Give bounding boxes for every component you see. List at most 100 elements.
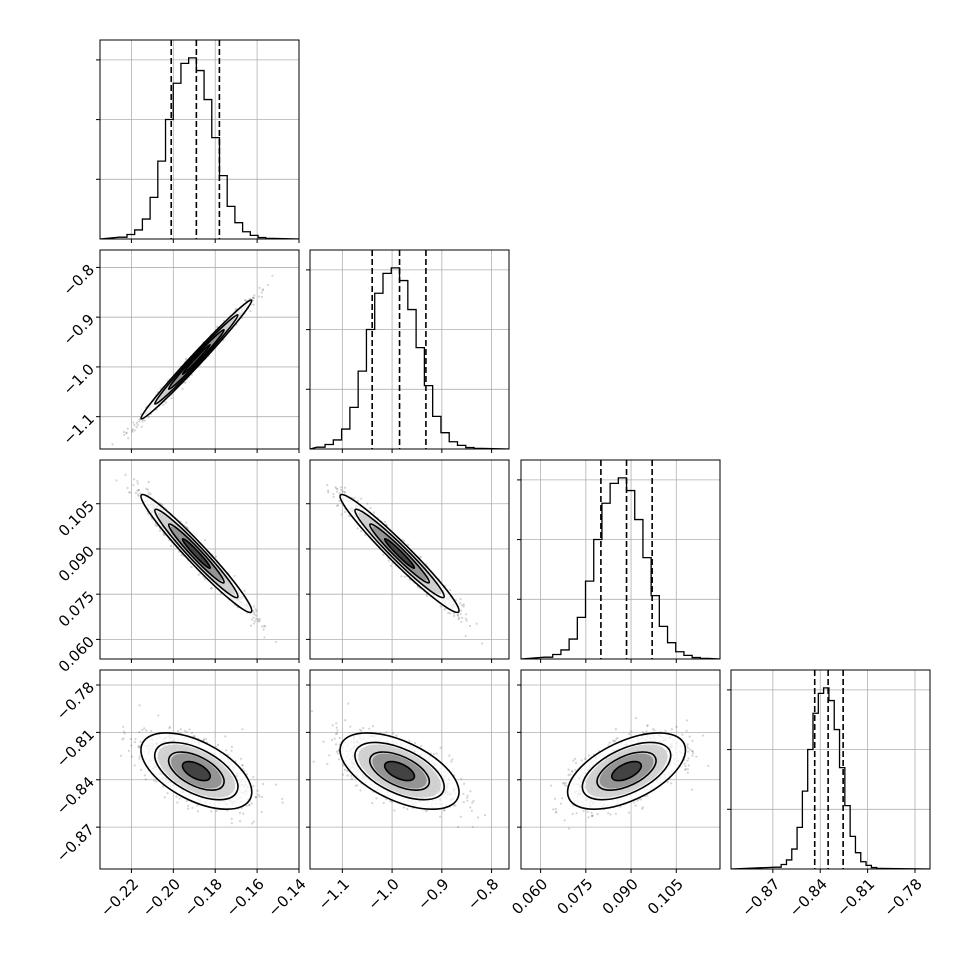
scatter-point xyxy=(210,587,213,590)
scatter-point xyxy=(252,303,255,306)
contour-0 xyxy=(181,537,212,570)
contour-3 xyxy=(140,299,253,420)
scatter-point xyxy=(461,616,464,619)
scatter-point xyxy=(257,620,260,623)
scatter-point xyxy=(188,728,191,731)
scatter-point xyxy=(258,286,261,289)
panel-frame xyxy=(309,459,510,660)
scatter-point xyxy=(243,589,246,592)
scatter-point xyxy=(126,427,129,430)
scatter-point xyxy=(448,589,452,592)
contour-2 xyxy=(154,508,239,599)
scatter-point xyxy=(136,480,139,483)
scatter-point xyxy=(149,492,152,496)
scatter-point xyxy=(238,820,242,823)
scatter-point xyxy=(190,731,194,735)
scatter-point xyxy=(123,732,126,735)
scatter-point xyxy=(239,757,243,760)
scatter-point xyxy=(462,605,465,608)
density-fill-core xyxy=(183,345,210,374)
scatter-point xyxy=(460,620,463,624)
scatter-point xyxy=(400,575,403,578)
scatter-point xyxy=(135,421,138,425)
scatter-point xyxy=(243,299,247,302)
scatter-point xyxy=(244,299,247,302)
scatter-point xyxy=(255,614,258,617)
scatter-point xyxy=(146,488,149,491)
scatter-point xyxy=(143,419,146,422)
scatter-point xyxy=(210,587,213,590)
scatter-point xyxy=(115,479,118,482)
scatter-point xyxy=(137,489,140,492)
scatter-point xyxy=(203,578,206,581)
scatter-point xyxy=(233,574,236,578)
scatter-point xyxy=(224,735,227,738)
scatter-point xyxy=(249,624,253,627)
scatter-point xyxy=(159,387,162,390)
scatter-point xyxy=(133,424,136,427)
scatter-point xyxy=(251,296,254,299)
scatter-point xyxy=(383,520,387,524)
scatter-point xyxy=(135,426,138,429)
scatter-point xyxy=(134,737,137,741)
scatter-point xyxy=(369,506,372,510)
scatter-point xyxy=(131,428,134,431)
scatter-point xyxy=(459,602,462,605)
scatter-point xyxy=(332,495,335,498)
scatter-point xyxy=(161,503,164,507)
scatter-point xyxy=(145,729,148,732)
scatter-point xyxy=(247,803,251,806)
scatter-point xyxy=(464,613,468,616)
scatter-point xyxy=(475,622,478,625)
scatter-point xyxy=(258,620,261,623)
scatter-point xyxy=(202,738,206,741)
scatter-point xyxy=(460,609,463,612)
scatter-point xyxy=(336,504,340,507)
scatter-point xyxy=(134,491,137,495)
scatter-point xyxy=(464,634,467,638)
scatter-point xyxy=(336,487,339,491)
scatter-point xyxy=(281,797,284,800)
scatter-point xyxy=(257,618,260,621)
scatter-point xyxy=(180,554,183,557)
scatter-point xyxy=(332,492,335,496)
scatter-point xyxy=(344,510,347,514)
scatter-point xyxy=(340,488,343,491)
scatter-point xyxy=(162,533,165,536)
scatter-point xyxy=(260,291,263,294)
scatter-point xyxy=(439,605,442,608)
scatter-point xyxy=(176,801,179,804)
panel-0-0 xyxy=(96,39,300,243)
scatter-point xyxy=(105,454,107,456)
scatter-point xyxy=(366,502,369,505)
contour-3 xyxy=(140,493,253,614)
contour-1 xyxy=(167,328,225,391)
scatter-point xyxy=(162,403,165,406)
scatter-point xyxy=(127,437,130,440)
scatter-point xyxy=(425,594,428,597)
scatter-point xyxy=(184,381,187,384)
scatter-point xyxy=(261,289,264,292)
panel-1-1 xyxy=(306,249,510,453)
scatter-point xyxy=(111,443,114,446)
scatter-point xyxy=(136,424,139,427)
contour-0 xyxy=(181,343,212,376)
scatter-point xyxy=(460,604,464,607)
scatter-point xyxy=(343,491,347,494)
scatter-point xyxy=(136,489,139,492)
histogram-1 xyxy=(310,267,509,449)
histogram-0 xyxy=(100,57,299,239)
scatter-point xyxy=(258,295,261,298)
scatter-point xyxy=(459,597,462,601)
panel-frame xyxy=(99,459,300,660)
scatter-point xyxy=(387,559,390,562)
scatter-point xyxy=(447,611,450,614)
panel-2-2 xyxy=(517,459,721,663)
panel-3-0 xyxy=(96,669,300,873)
scatter-point xyxy=(509,665,511,667)
panel-frame xyxy=(520,459,721,660)
scatter-point xyxy=(170,397,173,400)
scatter-point xyxy=(406,543,410,546)
scatter-point xyxy=(348,514,351,518)
